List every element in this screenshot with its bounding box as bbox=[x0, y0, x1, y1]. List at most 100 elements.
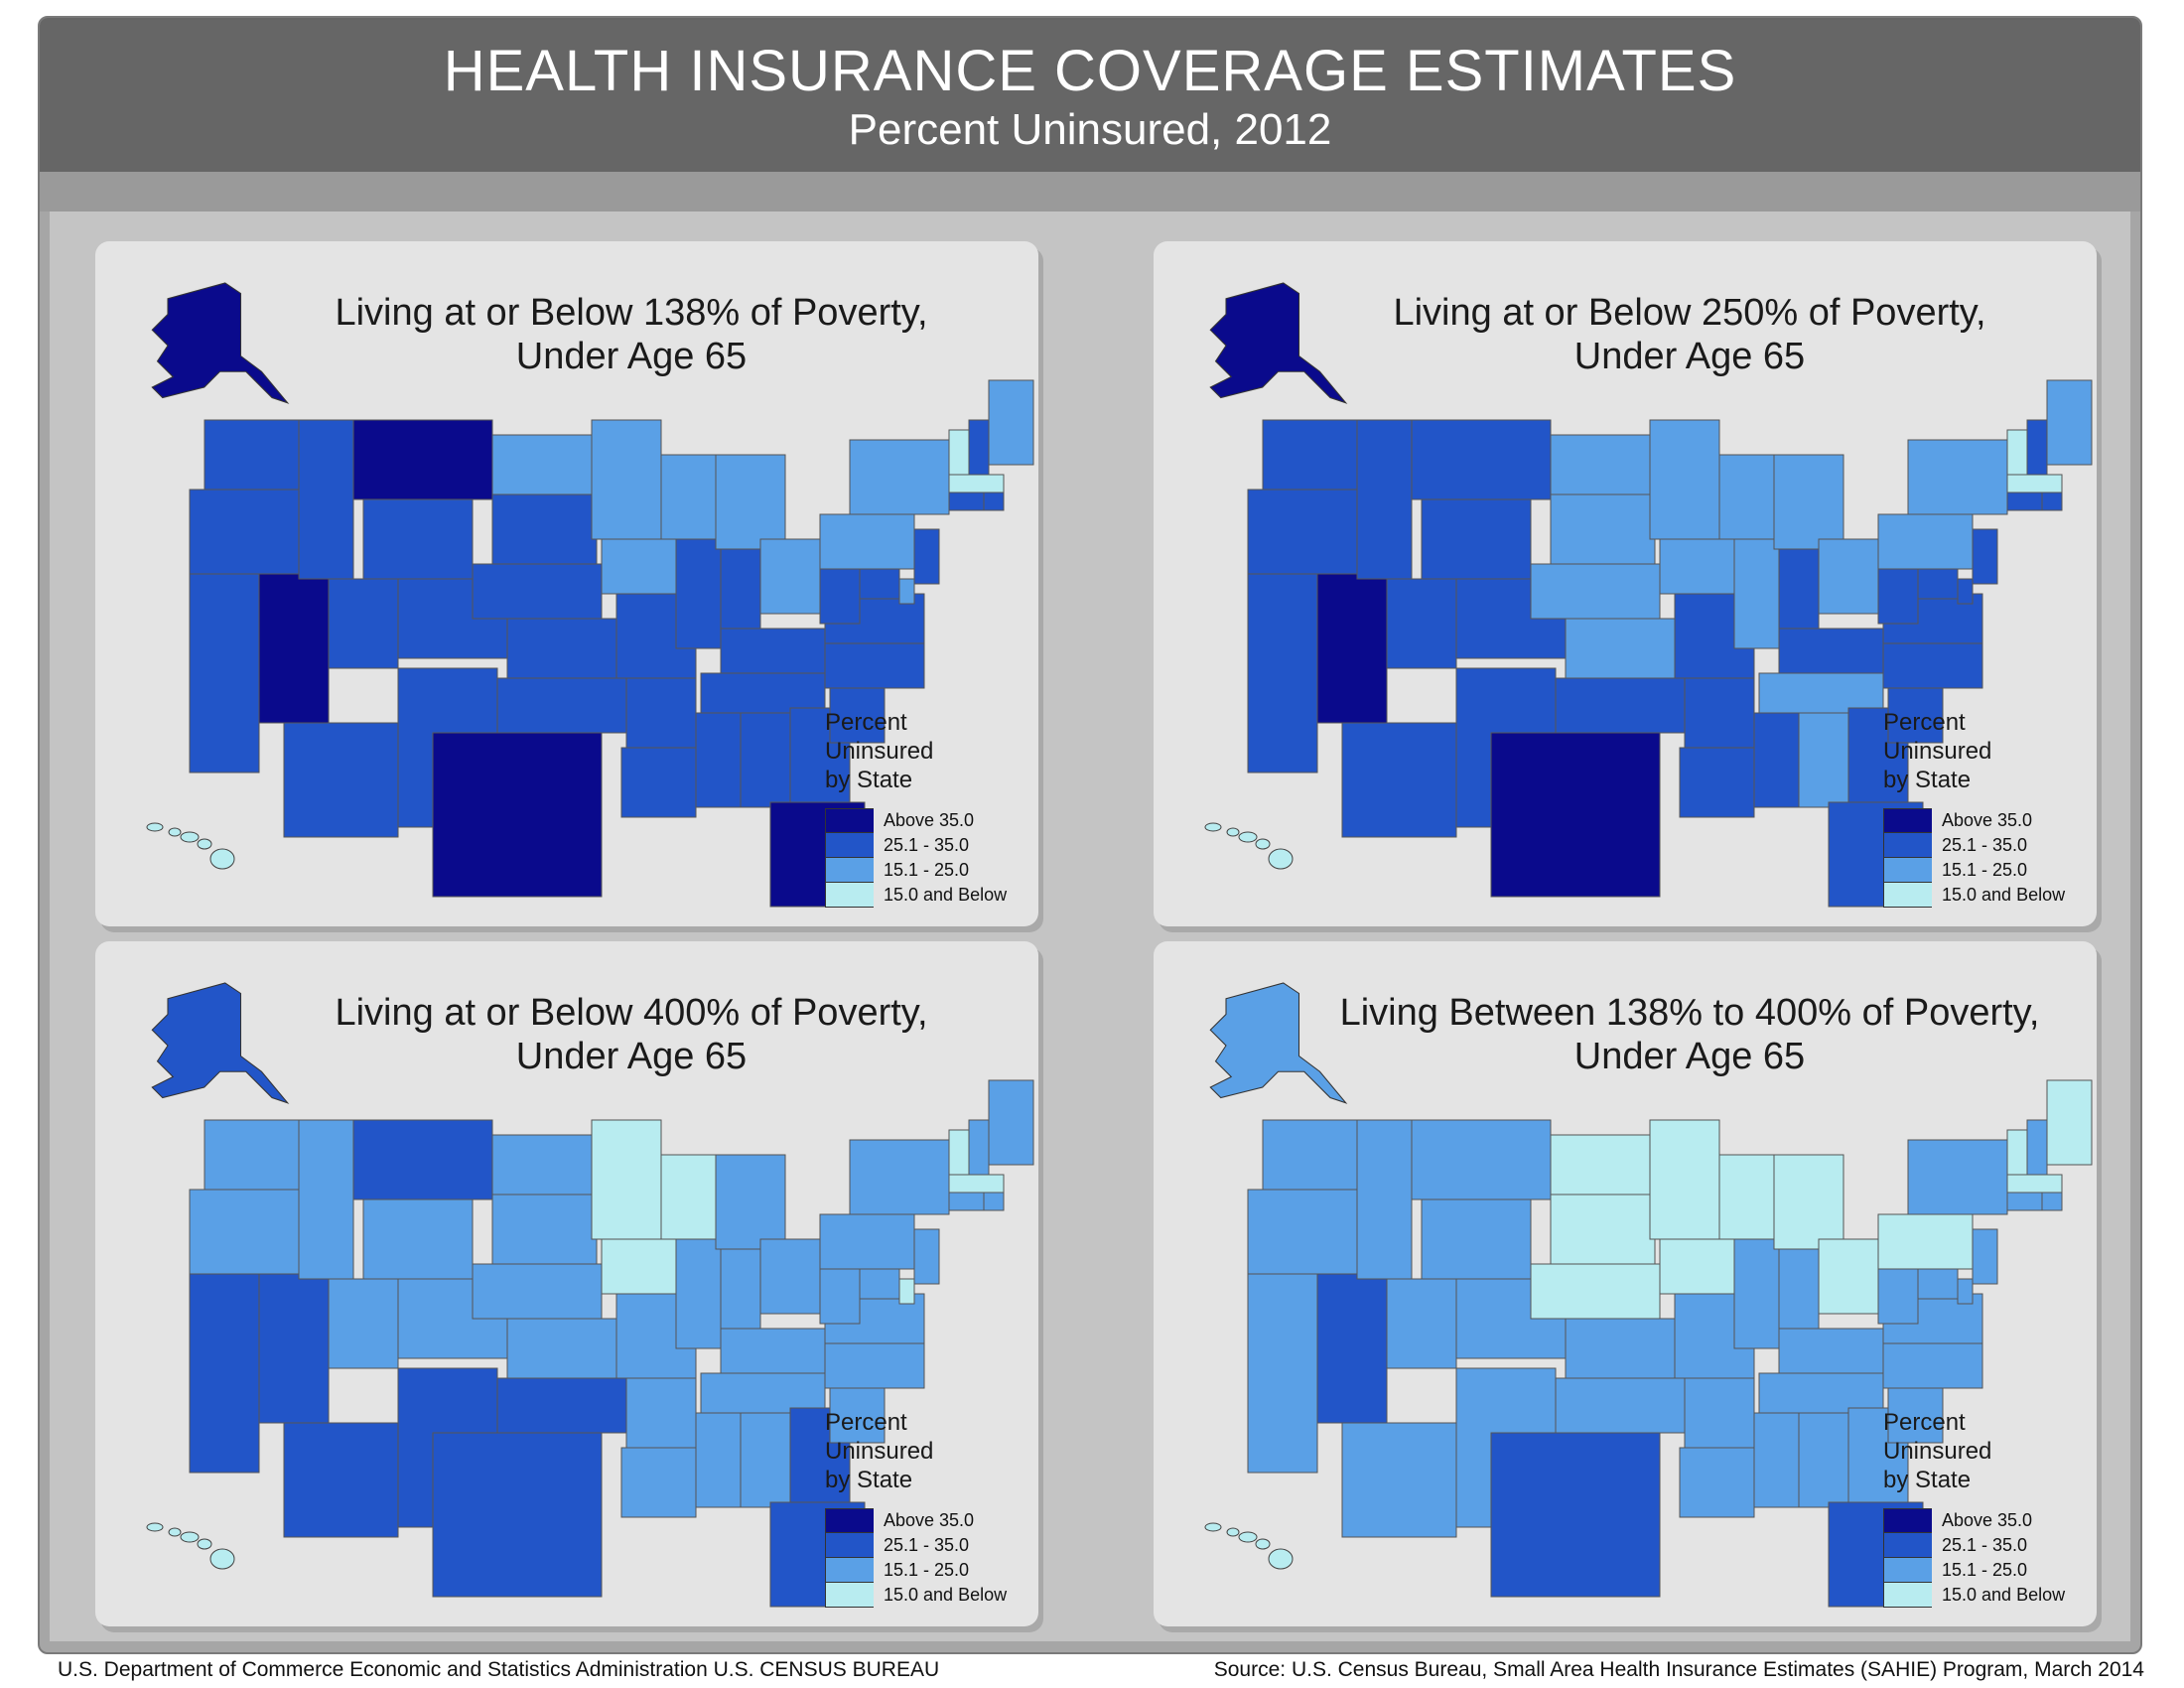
state-az bbox=[283, 1422, 399, 1538]
state-ca bbox=[1247, 573, 1318, 774]
legend-title-line: Percent bbox=[1883, 1409, 1966, 1436]
state-in bbox=[720, 1248, 761, 1330]
legend-label: 15.1 - 25.0 bbox=[1942, 1560, 2028, 1580]
state-nj bbox=[913, 528, 940, 585]
legend-title-line: Percent bbox=[825, 709, 907, 736]
state-ia bbox=[1659, 538, 1735, 595]
hawaii-island bbox=[1238, 1531, 1258, 1543]
state-wv bbox=[819, 568, 861, 625]
hawaii-island bbox=[1268, 1548, 1294, 1570]
state-ct bbox=[948, 1192, 985, 1211]
state-de bbox=[898, 1278, 915, 1305]
state-mn bbox=[591, 1119, 662, 1240]
lower48-map bbox=[1247, 1079, 2093, 1608]
legend-rows: Above 35.0 25.1 - 35.0 15.1 - 25.0 15.0 and… bbox=[1883, 808, 2092, 908]
state-nc bbox=[824, 642, 925, 689]
state-nj bbox=[1972, 528, 1998, 585]
state-wi bbox=[1718, 454, 1780, 540]
state-ne bbox=[472, 1263, 603, 1320]
footer-source: Source: U.S. Census Bureau, Small Area H… bbox=[1213, 1658, 2144, 1681]
state-nj bbox=[1972, 1228, 1998, 1285]
legend-row: 25.1 - 35.0 bbox=[825, 1533, 1033, 1558]
legend-label: 15.1 - 25.0 bbox=[884, 1560, 970, 1580]
state-az bbox=[283, 722, 399, 838]
state-nv bbox=[1316, 1273, 1388, 1424]
legend-title: Percent Uninsured by State bbox=[825, 708, 1033, 794]
legend-label: 15.0 and Below bbox=[1942, 885, 2066, 905]
legend-label: Above 35.0 bbox=[884, 810, 975, 830]
hawaii-island bbox=[197, 838, 212, 850]
panel-title-line2: Under Age 65 bbox=[1573, 1036, 1806, 1077]
hawaii-island bbox=[180, 1531, 200, 1543]
legend-title-line: Uninsured bbox=[1883, 1438, 1992, 1465]
legend-row: Above 35.0 bbox=[825, 808, 1033, 833]
legend-title: Percent Uninsured by State bbox=[1883, 708, 2092, 794]
state-ia bbox=[1659, 1238, 1735, 1295]
state-oh bbox=[759, 538, 821, 615]
state-ne bbox=[1530, 563, 1661, 620]
legend-title-line: by State bbox=[825, 1467, 913, 1493]
legend-row: 15.0 and Below bbox=[1883, 1583, 2092, 1608]
state-ma bbox=[948, 474, 1005, 493]
legend-label: 15.0 and Below bbox=[884, 885, 1008, 905]
state-ny bbox=[849, 1139, 950, 1215]
state-id bbox=[1356, 419, 1413, 580]
state-vt bbox=[2006, 1129, 2028, 1176]
state-wa bbox=[204, 419, 300, 491]
state-oh bbox=[1818, 538, 1879, 615]
hawaii-island bbox=[146, 822, 164, 832]
legend-label: 25.1 - 35.0 bbox=[1942, 1535, 2028, 1555]
alaska-shape bbox=[151, 282, 290, 404]
legend-title-line: by State bbox=[1883, 1467, 1972, 1493]
state-ok bbox=[1555, 677, 1686, 734]
lower48-map bbox=[189, 1079, 1034, 1608]
state-tn bbox=[1758, 672, 1884, 714]
legend-label: 15.0 and Below bbox=[1942, 1585, 2066, 1605]
state-mt bbox=[1411, 419, 1552, 500]
state-nh bbox=[968, 419, 990, 481]
state-ut bbox=[1386, 578, 1457, 669]
state-in bbox=[720, 548, 761, 630]
map-canvas bbox=[1204, 282, 2093, 908]
state-wy bbox=[362, 498, 474, 580]
legend-swatch bbox=[1884, 833, 1932, 858]
hawaii-island bbox=[1268, 848, 1294, 870]
map-panel-400: Living at or Below 400% of Poverty, Unde… bbox=[95, 941, 1038, 1626]
state-nh bbox=[968, 1119, 990, 1181]
legend-label: Above 35.0 bbox=[884, 1510, 975, 1530]
state-or bbox=[1247, 489, 1358, 575]
legend-swatch bbox=[826, 1508, 874, 1533]
state-wv bbox=[819, 1268, 861, 1325]
state-wy bbox=[1421, 1198, 1532, 1280]
state-il bbox=[675, 1238, 722, 1349]
panel-title-line1: Living at or Below 250% of Poverty, bbox=[1393, 292, 1986, 334]
legend: Percent Uninsured by State Above 35.0 25.1 -… bbox=[1883, 1408, 2092, 1608]
state-ny bbox=[849, 439, 950, 515]
state-sc bbox=[1887, 687, 1944, 744]
state-ms bbox=[695, 712, 742, 808]
legend-title: Percent Uninsured by State bbox=[1883, 1408, 2092, 1494]
hawaii-island bbox=[209, 848, 235, 870]
state-ia bbox=[601, 538, 677, 595]
legend-swatch bbox=[1884, 1533, 1932, 1558]
state-ca bbox=[189, 1273, 260, 1474]
state-wv bbox=[1877, 568, 1919, 625]
state-mt bbox=[352, 1119, 493, 1200]
state-ks bbox=[1565, 1318, 1676, 1379]
hawaii-island bbox=[1255, 1538, 1271, 1550]
state-il bbox=[1733, 538, 1780, 649]
legend-label: 15.1 - 25.0 bbox=[1942, 860, 2028, 880]
state-ct bbox=[948, 492, 985, 511]
hawaii-island bbox=[1204, 1522, 1222, 1532]
state-ms bbox=[1753, 1412, 1800, 1508]
state-mi bbox=[715, 454, 786, 550]
legend: Percent Uninsured by State Above 35.0 25.1 -… bbox=[825, 708, 1033, 908]
state-al bbox=[1798, 712, 1849, 808]
panel-title: Living at or Below 138% of Poverty, Unde… bbox=[254, 291, 1009, 378]
state-ri bbox=[983, 492, 1005, 511]
state-in bbox=[1778, 548, 1820, 630]
state-ct bbox=[2006, 1192, 2043, 1211]
state-pa bbox=[819, 513, 915, 570]
legend-row: 15.1 - 25.0 bbox=[825, 1558, 1033, 1583]
lower48-map bbox=[1247, 379, 2093, 908]
